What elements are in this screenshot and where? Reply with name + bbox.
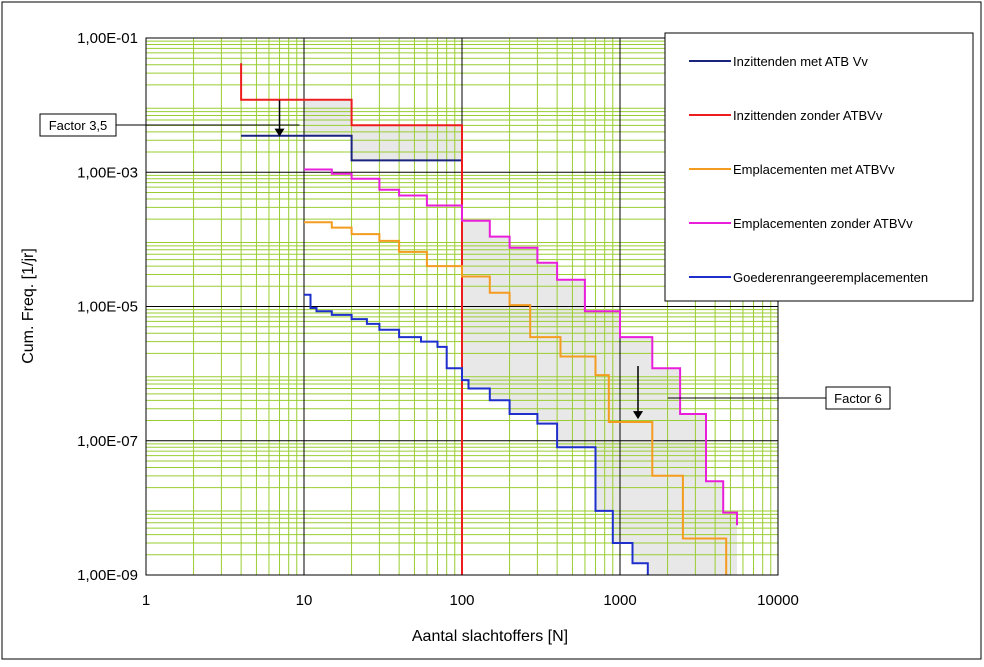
annotations: Factor 3,5 Factor 6 bbox=[39, 100, 891, 420]
y-tick-label: 1,00E-01 bbox=[77, 30, 138, 47]
series-line-3 bbox=[304, 221, 728, 575]
x-tick-label: 10 bbox=[296, 592, 313, 609]
series-line-1 bbox=[241, 134, 462, 162]
legend-label: Inzittenden zonder ATBVv bbox=[733, 108, 883, 123]
series-line-2 bbox=[240, 63, 463, 575]
legend-box bbox=[664, 32, 974, 302]
x-tick-label: 100 bbox=[449, 592, 474, 609]
y-tick-label: 1,00E-05 bbox=[77, 299, 138, 316]
arrow-down-icon bbox=[633, 411, 644, 420]
y-tick-label: 1,00E-03 bbox=[77, 164, 138, 181]
legend-label: Inzittenden met ATB Vv bbox=[733, 54, 868, 69]
shade-area-emplacementen bbox=[462, 205, 737, 575]
series-line-5 bbox=[304, 293, 649, 575]
legend-label: Goederenrangeeremplacementen bbox=[733, 270, 928, 285]
x-tick-label: 10000 bbox=[757, 592, 799, 609]
legend-label: Emplacementen zonder ATBVv bbox=[733, 216, 913, 231]
plot-area-border bbox=[145, 37, 779, 576]
series-line-4 bbox=[304, 168, 738, 526]
y-axis-label: Cum. Freq. [1/jr] bbox=[20, 248, 37, 364]
shaded-region bbox=[304, 99, 737, 575]
annotation-label: Factor 6 bbox=[834, 391, 882, 406]
x-tick-label: 1 bbox=[142, 592, 150, 609]
y-tick-label: 1,00E-07 bbox=[77, 433, 138, 450]
series-lines bbox=[240, 63, 738, 575]
shade-area-inzittenden bbox=[304, 99, 462, 161]
annotation-label: Factor 3,5 bbox=[49, 118, 108, 133]
legend-label: Emplacementen met ATBVv bbox=[733, 162, 895, 177]
y-tick-label: 1,00E-09 bbox=[77, 567, 138, 584]
x-axis-label: Aantal slachtoffers [N] bbox=[412, 628, 568, 645]
x-tick-label: 1000 bbox=[603, 592, 636, 609]
tick-labels: 1 10 100 1000 10000 1,00E-09 1,00E-07 1,00E-05 1… bbox=[77, 30, 799, 609]
arrow-down-icon bbox=[274, 128, 285, 137]
legend: Inzittenden met ATB Vv Inzittenden zonder… bbox=[664, 32, 974, 302]
